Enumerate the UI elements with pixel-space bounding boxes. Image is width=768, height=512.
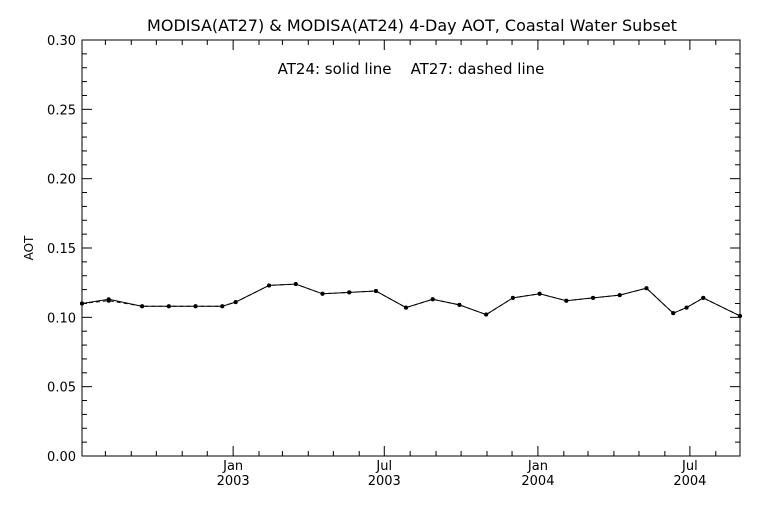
data-point-at27 xyxy=(484,312,489,317)
y-tick-label: 0.20 xyxy=(47,173,76,188)
data-point-at27 xyxy=(403,305,408,310)
chart-title: MODISA(AT27) & MODISA(AT24) 4-Day AOT, C… xyxy=(147,16,677,35)
data-point-at27 xyxy=(430,297,435,302)
y-tick-label: 0.25 xyxy=(47,103,76,118)
y-axis-label: AOT xyxy=(22,235,36,260)
x-tick-month-label: Jul xyxy=(681,459,698,474)
y-tick-label: 0.10 xyxy=(47,311,76,326)
x-tick-month-label: Jan xyxy=(222,459,243,474)
data-point-at27 xyxy=(510,295,515,300)
y-tick-label: 0.05 xyxy=(47,381,76,396)
x-tick-month-label: Jan xyxy=(527,459,548,474)
data-point-at27 xyxy=(193,304,198,309)
data-point-at27 xyxy=(233,300,238,305)
data-point-at27 xyxy=(537,291,542,296)
data-point-at27 xyxy=(701,295,706,300)
data-point-at27 xyxy=(738,313,742,318)
data-point-at27 xyxy=(320,291,325,296)
data-point-at27 xyxy=(457,302,462,307)
x-tick-month-label: Jul xyxy=(375,459,392,474)
y-tick-label: 0.00 xyxy=(47,450,76,465)
x-tick-year-label: 2004 xyxy=(521,474,554,489)
data-point-at27 xyxy=(617,293,622,298)
data-point-at27 xyxy=(166,304,171,309)
x-tick-year-label: 2004 xyxy=(673,474,706,489)
data-point-at27 xyxy=(267,283,272,288)
data-point-at27 xyxy=(684,305,689,310)
data-point-at27 xyxy=(644,286,649,291)
data-point-at27 xyxy=(347,290,352,295)
y-tick-label: 0.30 xyxy=(47,34,76,49)
data-point-at27 xyxy=(373,288,378,293)
data-point-at27 xyxy=(106,298,111,303)
data-point-at27 xyxy=(564,298,569,303)
data-point-at27 xyxy=(293,282,298,287)
data-point-at27 xyxy=(671,311,676,316)
x-tick-year-label: 2003 xyxy=(217,474,250,489)
plot-area-frame xyxy=(81,39,741,457)
x-tick-year-label: 2003 xyxy=(368,474,401,489)
series-line-at27 xyxy=(81,283,741,317)
series-line-at24 xyxy=(81,283,741,317)
data-point-at27 xyxy=(80,301,84,306)
data-point-at27 xyxy=(220,304,225,309)
data-point-at27 xyxy=(140,304,145,309)
chart-annotation: AT24: solid line AT27: dashed line xyxy=(278,60,545,78)
y-tick-label: 0.15 xyxy=(47,242,76,257)
data-point-at27 xyxy=(591,295,596,300)
